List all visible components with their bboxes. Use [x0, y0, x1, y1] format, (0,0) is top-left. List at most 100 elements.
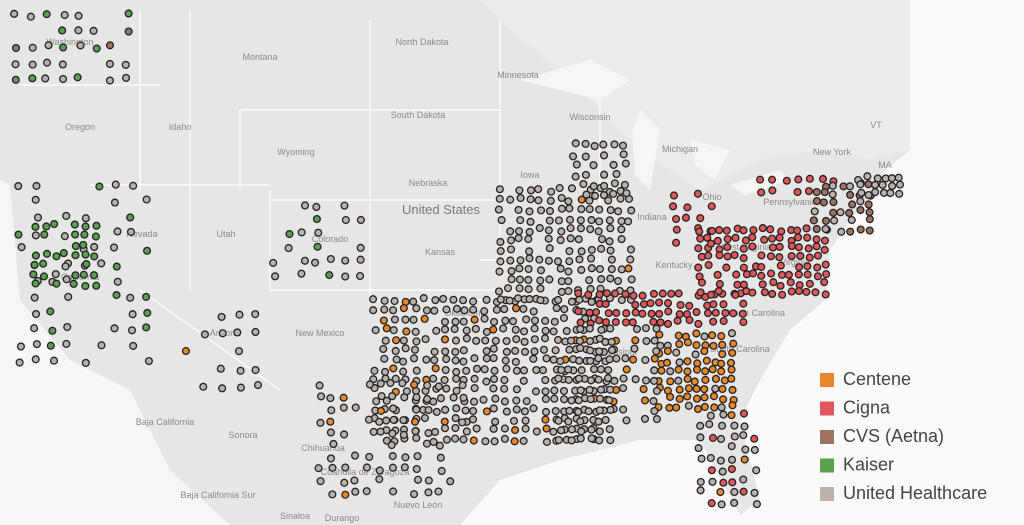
- county-marker: [479, 395, 488, 404]
- county-marker: [597, 275, 606, 284]
- county-marker: [666, 367, 675, 376]
- county-marker: [768, 243, 777, 252]
- county-marker: [62, 211, 71, 220]
- county-marker: [30, 260, 39, 270]
- county-marker: [809, 216, 818, 225]
- county-marker: [730, 487, 739, 497]
- county-marker: [585, 324, 594, 333]
- county-marker: [490, 317, 499, 326]
- county-marker: [581, 152, 590, 161]
- county-marker: [557, 365, 566, 375]
- county-marker: [620, 180, 629, 189]
- county-marker: [564, 267, 573, 276]
- county-marker: [619, 374, 628, 383]
- county-marker: [696, 486, 705, 495]
- county-marker: [11, 60, 20, 69]
- county-marker: [639, 385, 648, 394]
- county-marker: [440, 317, 450, 326]
- county-marker: [865, 208, 874, 217]
- county-marker: [553, 335, 563, 344]
- county-marker: [727, 365, 736, 374]
- county-marker: [30, 293, 39, 302]
- county-marker: [654, 298, 664, 307]
- county-marker: [829, 208, 838, 217]
- county-marker: [26, 12, 35, 21]
- county-marker: [520, 347, 530, 356]
- place-label: Sonora: [228, 430, 257, 440]
- place-label: Colorado: [312, 234, 349, 244]
- county-marker: [595, 316, 604, 325]
- county-marker: [805, 279, 814, 288]
- county-marker: [541, 376, 550, 385]
- place-label: VT: [870, 120, 882, 130]
- county-marker: [706, 411, 715, 420]
- county-marker: [482, 354, 491, 363]
- county-marker: [727, 374, 736, 383]
- county-marker: [617, 217, 626, 226]
- county-marker: [864, 200, 873, 209]
- county-marker: [567, 184, 576, 193]
- county-marker: [420, 414, 430, 423]
- county-marker: [90, 252, 99, 261]
- county-marker: [700, 332, 709, 341]
- county-marker: [750, 434, 759, 443]
- county-marker: [390, 297, 399, 306]
- county-marker: [458, 418, 467, 427]
- county-marker: [541, 394, 550, 404]
- county-marker: [557, 204, 566, 213]
- county-marker: [811, 288, 820, 297]
- county-marker: [595, 205, 604, 214]
- county-marker: [341, 272, 350, 281]
- county-marker: [600, 181, 609, 190]
- county-marker: [503, 284, 513, 293]
- county-marker: [690, 377, 699, 386]
- county-marker: [566, 224, 575, 233]
- county-marker: [376, 406, 385, 415]
- county-marker: [612, 169, 621, 179]
- county-marker: [31, 195, 40, 204]
- county-marker: [382, 324, 391, 333]
- county-marker: [482, 295, 491, 304]
- county-marker: [472, 424, 481, 433]
- county-marker: [413, 452, 422, 461]
- county-marker: [641, 324, 650, 333]
- county-marker: [586, 337, 595, 346]
- county-marker: [424, 406, 433, 415]
- county-marker: [652, 415, 661, 424]
- county-marker: [674, 365, 683, 374]
- county-marker: [597, 244, 606, 253]
- county-marker: [507, 267, 516, 276]
- county-marker: [490, 366, 499, 375]
- county-marker: [638, 291, 647, 300]
- county-marker: [539, 345, 549, 354]
- county-marker: [646, 299, 655, 308]
- county-marker: [575, 356, 584, 365]
- county-marker: [732, 270, 741, 279]
- county-marker: [495, 267, 504, 276]
- county-marker: [430, 347, 439, 356]
- county-marker: [848, 200, 857, 209]
- county-marker: [675, 358, 684, 367]
- county-marker: [32, 181, 41, 190]
- county-marker: [512, 366, 521, 375]
- county-marker: [519, 436, 528, 445]
- county-marker: [595, 264, 605, 274]
- county-marker: [727, 411, 736, 420]
- county-marker: [782, 176, 791, 185]
- place-label: Indiana: [637, 212, 667, 222]
- place-label: Minnesota: [497, 70, 539, 80]
- county-marker: [552, 304, 561, 313]
- county-marker: [577, 247, 586, 256]
- county-marker: [536, 296, 545, 305]
- county-marker: [91, 232, 100, 241]
- county-marker: [863, 172, 872, 181]
- county-marker: [810, 207, 819, 216]
- county-marker: [857, 188, 866, 197]
- county-marker: [541, 326, 550, 335]
- county-marker: [459, 296, 468, 305]
- county-marker: [658, 289, 667, 298]
- county-marker: [531, 387, 540, 396]
- county-marker: [605, 355, 614, 364]
- county-marker: [546, 196, 555, 205]
- county-marker: [506, 245, 516, 254]
